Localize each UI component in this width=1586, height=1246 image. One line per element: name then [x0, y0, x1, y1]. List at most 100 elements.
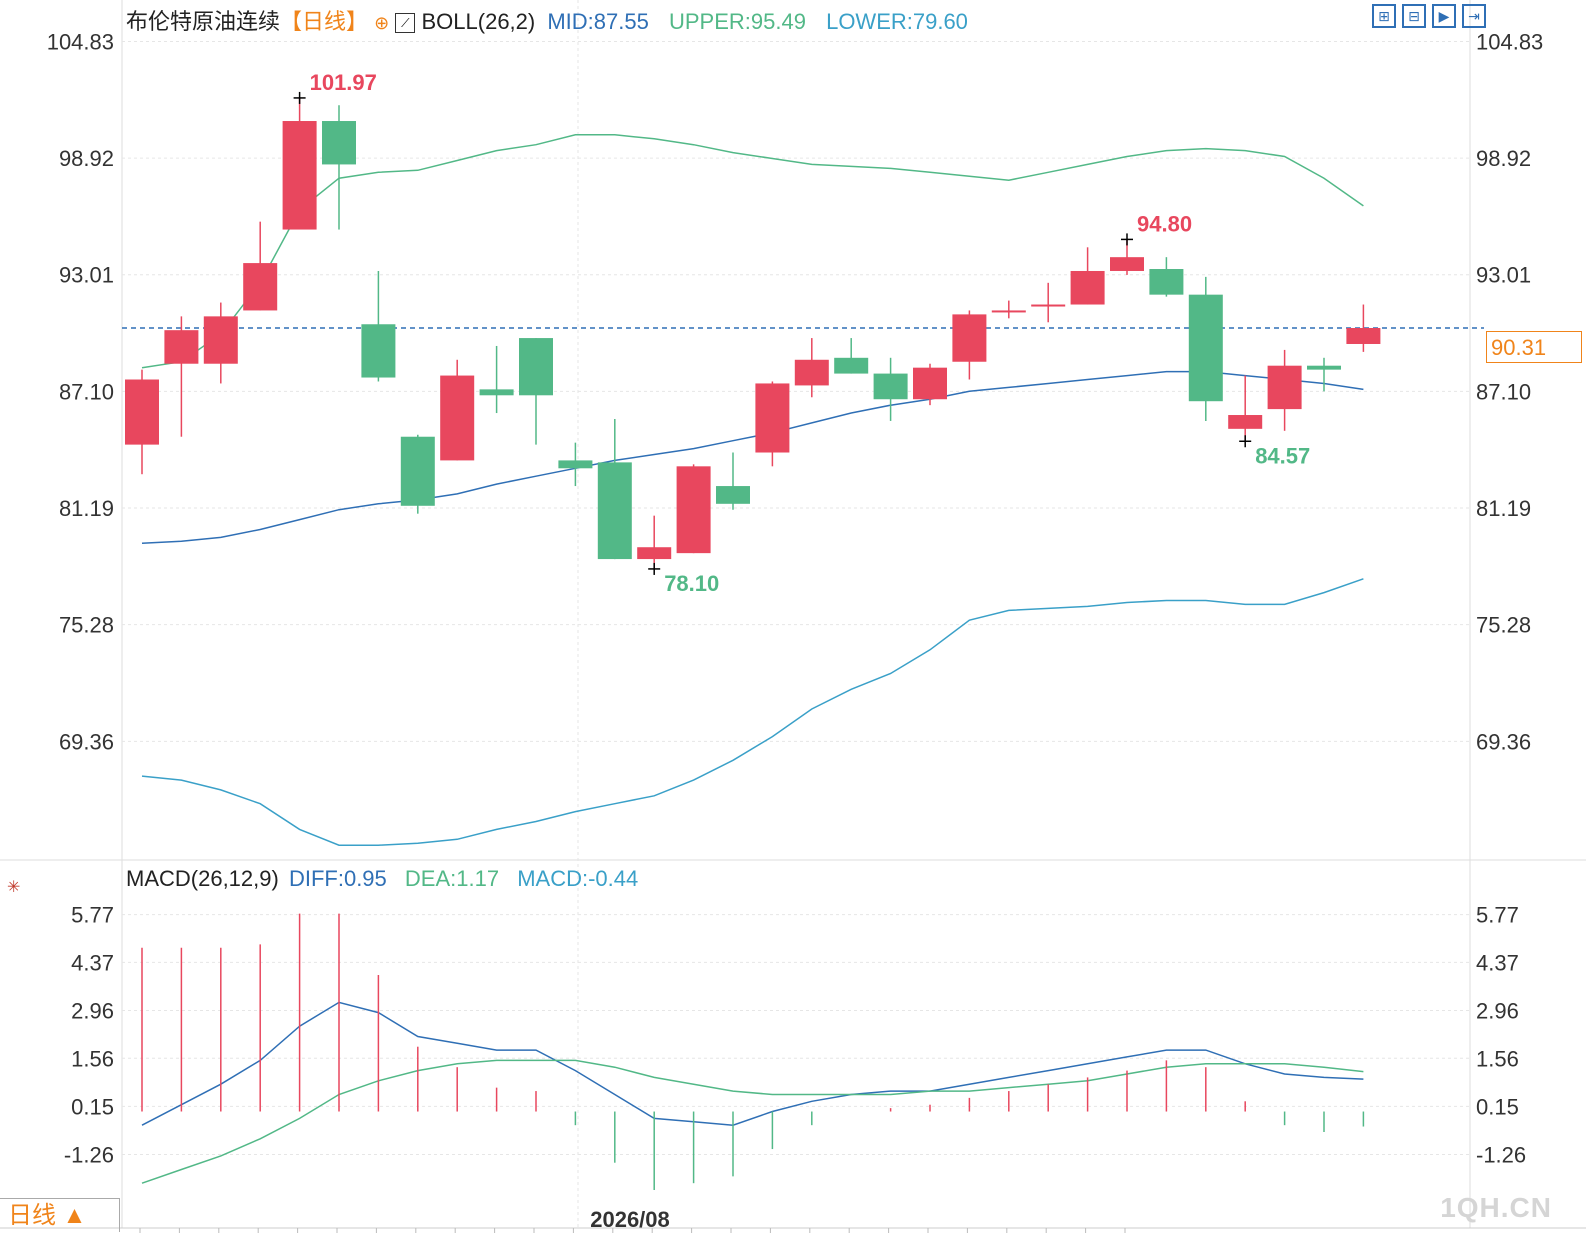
candle: [203, 302, 238, 384]
candlesticks[interactable]: [125, 97, 1381, 569]
y-axis-labels: 104.83 104.83 98.92 98.92 93.01 93.01 87.10 87.…: [47, 30, 1544, 1168]
candle: [125, 369, 159, 475]
candle-body: [1031, 304, 1066, 307]
candle: [1031, 282, 1066, 323]
price-tick-label-right: 87.10: [1476, 379, 1531, 404]
macd-tick-label-left: -1.26: [64, 1143, 114, 1168]
diff-line: [141, 1001, 1364, 1126]
extreme-label: 78.10: [664, 571, 719, 596]
candle: [282, 97, 317, 230]
candle: [361, 270, 396, 382]
extreme-label: 84.57: [1255, 443, 1310, 468]
candle-body: [1228, 415, 1263, 429]
candle: [519, 338, 553, 445]
candle-body: [991, 310, 1026, 313]
candle: [913, 363, 947, 406]
candle: [1307, 357, 1341, 392]
candle: [755, 381, 790, 467]
candle-body: [479, 389, 514, 396]
candle-body: [1307, 365, 1341, 370]
macd-tick-label-right: 2.96: [1476, 999, 1519, 1024]
bollinger-bands: [141, 134, 1364, 846]
price-tick-label-right: 69.36: [1476, 729, 1531, 754]
extreme-label: 101.97: [310, 70, 377, 95]
candle-body: [322, 121, 356, 165]
macd-panel: [141, 913, 1365, 1190]
circle-plus-icon[interactable]: ⊕: [374, 13, 390, 33]
candle-body: [1110, 257, 1144, 271]
price-tick-label-right: 81.19: [1476, 496, 1531, 521]
candle: [676, 464, 711, 554]
candle-body: [952, 314, 987, 362]
x-axis-date-label: 2026/08: [590, 1207, 670, 1232]
current-price-tag: 90.31: [1486, 331, 1582, 363]
zoom-in-icon[interactable]: ⊞: [1372, 4, 1396, 28]
candle-body: [282, 121, 317, 230]
candle: [834, 338, 869, 374]
candle-body: [716, 486, 750, 504]
period-tag[interactable]: 【日线】: [280, 9, 369, 34]
crosshair-icon[interactable]: ✳: [7, 879, 20, 896]
candle: [1149, 257, 1184, 297]
chart-toolbar: ⊞ ⊟ ▶ ⇥: [1372, 4, 1486, 28]
candle-body: [597, 462, 632, 560]
candle: [597, 418, 632, 560]
candle-body: [440, 375, 475, 461]
price-tick-label-left: 87.10: [59, 379, 114, 404]
step-forward-icon[interactable]: ▶: [1432, 4, 1456, 28]
candle-body: [913, 367, 947, 400]
macd-tick-label-right: -1.26: [1476, 1143, 1526, 1168]
candle: [558, 442, 593, 487]
macd-tick-label-right: 4.37: [1476, 950, 1519, 975]
go-to-end-icon[interactable]: ⇥: [1462, 4, 1486, 28]
macd-diff-value: DIFF:0.95: [288, 866, 387, 891]
macd-hist-value: MACD:-0.44: [517, 866, 639, 891]
macd-header: MACD(26,12,9) DIFF:0.95 DEA:1.17 MACD:-0…: [126, 866, 638, 892]
candle: [243, 221, 278, 311]
price-tick-label-left: 75.28: [59, 613, 114, 638]
candle: [637, 515, 672, 569]
price-tick-label-left: 69.36: [59, 729, 114, 754]
candle: [1070, 247, 1105, 305]
price-tick-label-right: 93.01: [1476, 263, 1531, 288]
candle: [1346, 304, 1381, 352]
price-tick-label-right: 104.83: [1476, 30, 1543, 55]
chart-line-icon[interactable]: ⟋: [395, 13, 416, 33]
macd-tick-label-left: 0.15: [71, 1094, 114, 1119]
boll-label: BOLL(26,2): [421, 9, 536, 34]
candle-body: [164, 330, 199, 364]
boll-mid-value: MID:87.55: [547, 9, 649, 34]
candle-body: [1149, 269, 1184, 295]
chart-header: 布伦特原油连续【日线】 ⊕ ⟋ BOLL(26,2) MID:87.55 UPP…: [126, 4, 968, 36]
candle-body: [1070, 270, 1105, 305]
boll-lower-value: LOWER:79.60: [826, 9, 968, 34]
zoom-out-icon[interactable]: ⊟: [1402, 4, 1426, 28]
candle: [322, 105, 356, 230]
candle: [991, 300, 1026, 319]
extreme-label: 94.80: [1137, 211, 1192, 236]
price-tick-label-right: 98.92: [1476, 146, 1531, 171]
macd-tick-label-left: 2.96: [71, 999, 114, 1024]
period-selector-button[interactable]: 日线 ▲: [0, 1198, 120, 1232]
candle-body: [519, 338, 553, 396]
candle-body: [834, 357, 869, 374]
candle-body: [125, 379, 159, 445]
candle-body: [873, 373, 908, 400]
candle: [400, 434, 435, 514]
macd-tick-label-left: 4.37: [71, 950, 114, 975]
price-tick-label-right: 75.28: [1476, 613, 1531, 638]
boll-upper-line: [141, 134, 1364, 369]
price-tick-label-left: 81.19: [59, 496, 114, 521]
price-tick-label-left: 98.92: [59, 146, 114, 171]
boll-upper-value: UPPER:95.49: [668, 9, 806, 34]
candle-body: [203, 316, 238, 364]
candle: [1267, 349, 1302, 431]
macd-tick-label-right: 0.15: [1476, 1094, 1519, 1119]
candle-body: [637, 547, 672, 560]
boll-lower-line: [141, 578, 1364, 846]
macd-title: MACD(26,12,9): [126, 866, 279, 891]
candle-body: [361, 324, 396, 378]
candle-body: [243, 263, 278, 311]
candle: [716, 452, 750, 510]
